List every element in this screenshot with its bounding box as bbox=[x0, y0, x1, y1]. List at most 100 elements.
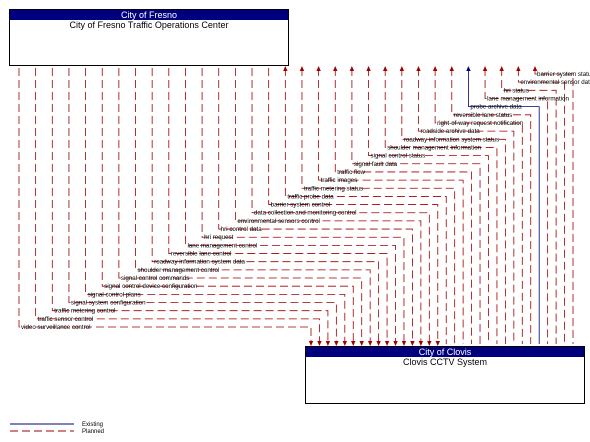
flow-label: right-of-way request notification bbox=[437, 120, 524, 127]
flow-label: signal control status bbox=[371, 153, 426, 160]
flow-arrowhead bbox=[317, 341, 322, 346]
flow-label: environmental sensor data bbox=[520, 79, 590, 86]
flow-label: roadway information system data bbox=[154, 259, 245, 266]
flow-arrowhead bbox=[325, 341, 331, 346]
flow-line bbox=[234, 68, 422, 344]
flow-right-of-way-request-notification: right-of-way request notification bbox=[432, 66, 524, 344]
flow-line bbox=[351, 68, 481, 344]
clovis-cctv-box[interactable]: City of Clovis Clovis CCTV System bbox=[305, 346, 585, 404]
flow-arrowhead bbox=[342, 341, 348, 346]
flow-shoulder-management-information: shoulder management information bbox=[382, 66, 498, 344]
fresno-toc-box[interactable]: City of Fresno City of Fresno Traffic Op… bbox=[9, 9, 289, 66]
flow-line bbox=[451, 68, 532, 344]
fresno-toc-title: City of Fresno Traffic Operations Center bbox=[69, 20, 229, 30]
legend-existing-label: Existing bbox=[82, 422, 103, 428]
flow-arrowhead bbox=[532, 66, 538, 71]
flow-arrowhead bbox=[367, 341, 373, 346]
fresno-header: City of Fresno bbox=[10, 10, 288, 20]
flow-label: signal control device configuration bbox=[104, 283, 198, 290]
flow-line bbox=[68, 68, 337, 344]
flow-line bbox=[368, 68, 489, 344]
flow-arrowhead bbox=[466, 66, 471, 71]
flow-line bbox=[151, 68, 380, 344]
flow-arrowhead bbox=[382, 66, 388, 71]
flow-line bbox=[434, 68, 523, 344]
flow-label: lane management control bbox=[187, 242, 257, 249]
flow-hri-control-data: hri control data bbox=[218, 68, 415, 346]
flow-line bbox=[268, 68, 439, 344]
clovis-cctv-title: Clovis CCTV System bbox=[402, 357, 487, 367]
flow-arrowhead bbox=[359, 341, 364, 346]
flow-line bbox=[517, 68, 565, 344]
flow-arrowhead bbox=[418, 341, 424, 346]
flow-traffic-images: traffic images bbox=[316, 66, 464, 344]
flow-line bbox=[118, 68, 363, 344]
flow-roadway-information-system-status: roadway information system status bbox=[399, 66, 506, 344]
flow-label: reversible lane control bbox=[171, 251, 232, 258]
flow-arrowhead bbox=[399, 66, 405, 71]
flow-label: traffic metering control bbox=[54, 308, 115, 315]
flow-arrowhead bbox=[333, 66, 338, 71]
flow-label: shoulder management control bbox=[138, 267, 220, 274]
flow-arrowhead bbox=[499, 66, 504, 71]
flow-line bbox=[484, 68, 549, 344]
flow-line bbox=[18, 68, 312, 344]
clovis-header: City of Clovis bbox=[306, 347, 584, 357]
flow-label: roadway information system status bbox=[404, 136, 499, 143]
flow-lane-management-control: lane management control bbox=[185, 68, 398, 346]
flow-line bbox=[101, 68, 354, 344]
flow-traffic-metering-control: traffic metering control bbox=[51, 68, 331, 346]
flow-label: traffic images bbox=[321, 177, 358, 184]
flow-hri-request: hri request bbox=[201, 68, 407, 346]
flow-traffic-metering-status: traffic metering status bbox=[299, 66, 456, 344]
flow-line bbox=[185, 68, 396, 344]
flow-roadway-information-system-data: roadway information system data bbox=[151, 68, 381, 346]
flow-barrier-system-status: barrier system status bbox=[532, 66, 590, 344]
flow-environmental-sensor-data: environmental sensor data bbox=[516, 66, 590, 344]
flow-label: probe archive data bbox=[470, 104, 522, 111]
flow-arrowhead bbox=[316, 66, 321, 71]
flow-line bbox=[384, 68, 498, 344]
flow-label: lane management information bbox=[487, 95, 569, 102]
flow-roadside-archive-data: roadside archive data bbox=[416, 66, 515, 344]
flow-label: barrier system status bbox=[537, 71, 590, 78]
legend-planned-label: Planned bbox=[82, 429, 104, 435]
flow-label: hri request bbox=[204, 234, 234, 241]
flow-signal-system-configuration: signal system configuration bbox=[68, 68, 339, 346]
flow-line bbox=[468, 68, 540, 344]
flow-signal-control-device-configuration: signal control device configuration bbox=[101, 68, 356, 346]
flow-arrowhead bbox=[308, 341, 314, 346]
flow-arrowhead bbox=[366, 66, 371, 71]
flow-arrowhead bbox=[449, 66, 454, 71]
flow-label: signal system configuration bbox=[71, 300, 146, 307]
flow-arrowhead bbox=[384, 341, 390, 346]
flow-hri-status: hri status bbox=[499, 66, 557, 344]
flow-barrier-system-control: barrier system control bbox=[268, 68, 440, 346]
flow-label: video surveillance control bbox=[21, 324, 90, 331]
flow-label: roadside archive data bbox=[420, 128, 480, 135]
flow-line bbox=[318, 68, 464, 344]
flow-label: signal control commands bbox=[121, 275, 189, 282]
flow-label: hri control data bbox=[221, 226, 262, 233]
flow-label: reversible lane status bbox=[454, 112, 512, 119]
flow-label: traffic flow bbox=[337, 169, 365, 176]
flow-line bbox=[135, 68, 371, 344]
flow-video-surveillance-control: video surveillance control bbox=[18, 68, 314, 346]
legend: Existing Planned bbox=[10, 422, 104, 435]
flow-arrowhead bbox=[416, 66, 421, 71]
flow-arrowhead bbox=[283, 66, 288, 71]
flow-line bbox=[85, 68, 346, 344]
flow-reversible-lane-status: reversible lane status bbox=[449, 66, 532, 344]
flow-arrowhead bbox=[376, 341, 381, 346]
flow-arrowhead bbox=[482, 66, 488, 71]
flow-arrowhead bbox=[435, 341, 440, 346]
flow-signal-fault-data: signal fault data bbox=[349, 66, 481, 344]
flow-label: traffic probe data bbox=[287, 193, 334, 200]
flow-label: traffic metering status bbox=[304, 185, 363, 192]
flow-arrowhead bbox=[410, 341, 415, 346]
flow-label: traffic sensor control bbox=[38, 316, 94, 323]
flow-line bbox=[534, 68, 574, 344]
flow-line bbox=[284, 68, 447, 344]
flow-shoulder-management-control: shoulder management control bbox=[135, 68, 373, 346]
